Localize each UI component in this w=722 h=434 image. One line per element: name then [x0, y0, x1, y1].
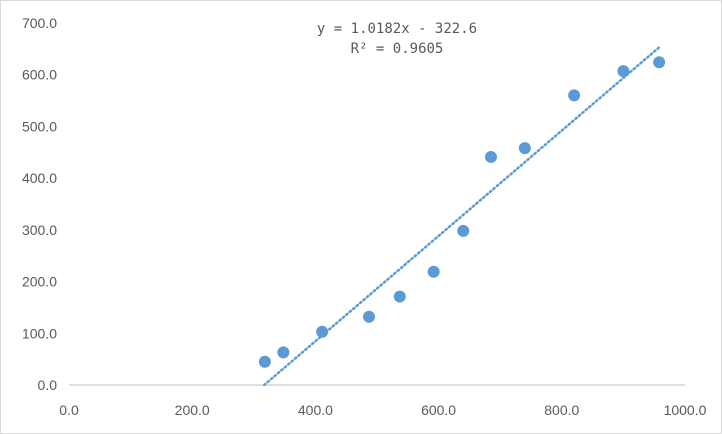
- y-tick-label: 600.0: [22, 67, 57, 83]
- data-point: [277, 346, 290, 359]
- x-tick-label: 1000.0: [664, 402, 707, 418]
- y-tick-label: 200.0: [22, 274, 57, 290]
- data-point: [568, 89, 581, 102]
- trendline-equation: y = 1.0182x - 322.6: [317, 21, 477, 37]
- trendline-r-squared: R² = 0.9605: [351, 41, 444, 57]
- linear-trendline: [263, 46, 661, 387]
- x-tick-label: 0.0: [59, 402, 79, 418]
- data-point: [653, 56, 666, 69]
- y-tick-label: 300.0: [22, 222, 57, 238]
- data-point: [427, 265, 440, 278]
- y-tick-label: 700.0: [22, 15, 57, 31]
- y-tick-label: 0.0: [38, 377, 58, 393]
- data-point: [518, 142, 531, 155]
- x-tick-label: 600.0: [421, 402, 456, 418]
- x-tick-label: 200.0: [175, 402, 210, 418]
- data-point: [393, 290, 406, 303]
- y-tick-label: 100.0: [22, 325, 57, 341]
- x-tick-label: 800.0: [544, 402, 579, 418]
- data-point: [484, 150, 497, 163]
- data-point: [316, 325, 329, 338]
- y-axis-tick-labels: 0.0 100.0 200.0 300.0 400.0 500.0 600.0 700.0: [22, 15, 57, 393]
- x-axis-tick-labels: 0.0 200.0 400.0 600.0 800.0 1000.0: [59, 402, 706, 418]
- data-point: [617, 65, 630, 78]
- data-point: [457, 224, 470, 237]
- data-points: [258, 56, 666, 368]
- y-tick-label: 500.0: [22, 118, 57, 134]
- trendline-group: [263, 46, 661, 387]
- y-tick-label: 400.0: [22, 170, 57, 186]
- x-tick-label: 400.0: [298, 402, 333, 418]
- data-point: [258, 355, 271, 368]
- data-point: [362, 310, 375, 323]
